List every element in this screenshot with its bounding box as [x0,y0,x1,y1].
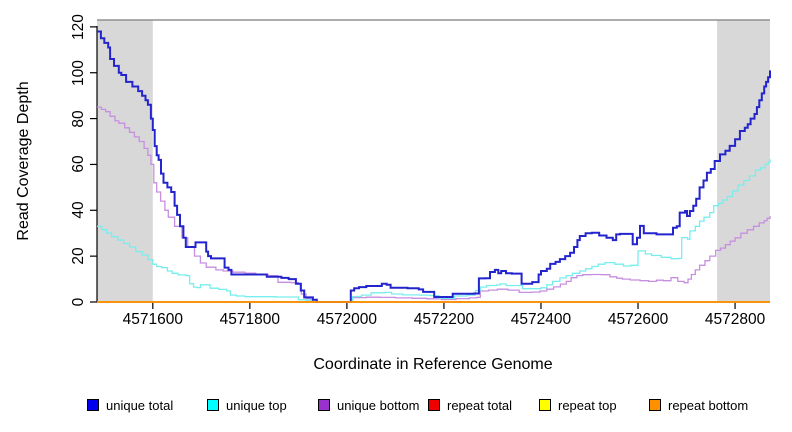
y-tick-label: 40 [70,201,87,219]
x-tick-label: 4572000 [316,311,378,328]
legend-swatch-icon [207,399,219,411]
legend-item: unique total [87,397,174,413]
x-tick-label: 4572200 [413,311,475,328]
shaded-region [97,20,153,302]
series-unique-top [97,159,771,303]
legend: unique total unique top unique bottom repea… [0,398,792,416]
y-tick-label: 20 [70,247,87,265]
y-axis-title: Read Coverage Depth [15,81,32,241]
y-tick-label: 120 [70,13,87,40]
legend-swatch-icon [318,399,330,411]
legend-label: repeat total [447,397,513,413]
legend-label: unique total [106,397,174,413]
x-axis-title: Coordinate in Reference Genome [313,356,553,373]
legend-label: unique bottom [337,397,420,413]
legend-swatch-icon [428,399,440,411]
x-tick-label: 4572400 [510,311,572,328]
legend-swatch-icon [539,399,551,411]
series-unique-total [97,30,771,303]
x-tick-label: 4572600 [607,311,669,328]
legend-label: repeat top [558,397,617,413]
y-tick-label: 0 [70,297,87,307]
legend-label: unique top [226,397,287,413]
shaded-region [717,20,770,302]
legend-item: unique top [207,397,287,413]
x-tick-label: 4571800 [219,311,281,328]
legend-swatch-icon [87,399,99,411]
legend-item: repeat top [539,397,617,413]
x-tick-label: 4572800 [704,311,766,328]
legend-item: repeat total [428,397,513,413]
y-tick-label: 100 [70,59,87,86]
y-tick-label: 60 [70,155,87,174]
legend-label: repeat bottom [668,397,749,413]
series-unique-bottom [97,106,771,303]
x-tick-label: 4571600 [122,311,183,328]
legend-swatch-icon [649,399,661,411]
legend-item: repeat bottom [649,397,749,413]
legend-item: unique bottom [318,397,420,413]
y-tick-label: 80 [70,109,87,128]
